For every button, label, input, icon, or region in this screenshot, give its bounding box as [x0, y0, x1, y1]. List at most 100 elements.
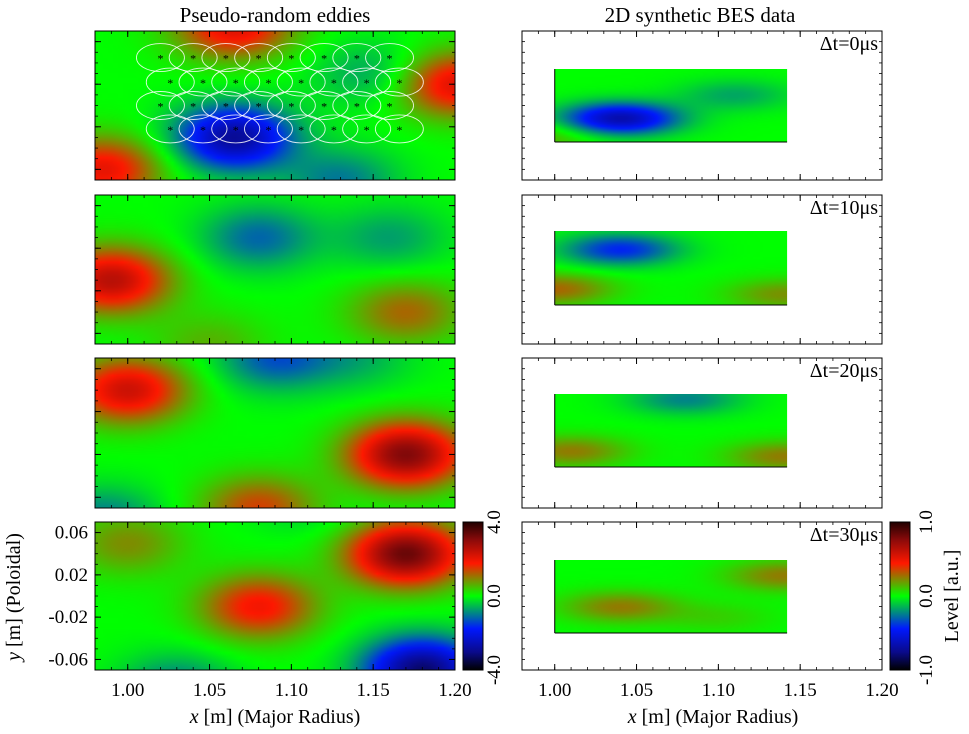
left-colorbar-scale [462, 521, 484, 671]
eddy-center-marker: * [223, 52, 229, 66]
eddy-center-marker: * [396, 123, 402, 137]
left-panel-2 [94, 357, 456, 509]
left-x-tick-label: 1.20 [438, 680, 471, 701]
right-colorbar-tick-label: -1.0 [916, 655, 937, 685]
right-colorbar-scale [889, 521, 911, 671]
left-heatmap-2 [95, 358, 455, 508]
left-xlabel-rest: [m] (Major Radius) [199, 706, 361, 728]
eddy-center-marker: * [256, 100, 262, 114]
eddy-contour [365, 43, 414, 73]
eddy-center-marker: * [288, 52, 294, 66]
eddy-contour [201, 91, 251, 120]
eddy-contour [332, 91, 382, 120]
left-x-tick-label: 1.00 [111, 680, 144, 701]
right-panels: Δt=0μs Δt=10μs Δt=20μs Δt=30μs [521, 30, 883, 671]
eddy-center-marker: * [265, 123, 271, 137]
right-colorbar-tick-label: 0.0 [916, 584, 937, 608]
eddy-contour [234, 43, 284, 73]
eddy-contour [266, 91, 316, 120]
eddy-contour [309, 67, 359, 97]
left-colorbar-tick-label: 4.0 [484, 510, 505, 534]
eddy-center-marker: * [331, 123, 337, 137]
right-x-tick-label: 1.05 [620, 680, 653, 701]
eddy-center-marker: * [288, 100, 294, 114]
eddy-contour [374, 67, 424, 97]
eddy-center-marker: * [157, 52, 163, 66]
eddy-contour [266, 43, 316, 73]
right-x-tick-label: 1.10 [702, 680, 735, 701]
eddy-markers: * * * * * * * * * * * * * * * * * * * * * * * * * * * * * * * * [136, 43, 424, 144]
eddy-contour [145, 67, 195, 97]
right-xlabel-italic: x [627, 706, 637, 728]
right-xlabel-rest: [m] (Major Radius) [637, 706, 799, 728]
eddy-center-marker: * [265, 76, 271, 90]
eddy-contour [276, 114, 326, 144]
eddy-contour [276, 67, 326, 97]
eddy-contour [374, 114, 424, 144]
eddy-contour [178, 67, 228, 97]
y-tick-labels: 0.06 0.02 -0.02 -0.06 [48, 523, 88, 671]
left-ylabel-rest: [m] (Poloidal) [3, 533, 25, 652]
eddy-center-marker: * [200, 123, 206, 137]
eddy-contour [178, 114, 228, 144]
eddy-contour [332, 43, 382, 73]
eddy-center-marker: * [167, 123, 173, 137]
right-x-tick-label: 1.00 [538, 680, 571, 701]
left-y-tick-label: -0.02 [48, 607, 88, 628]
eddy-center-marker: * [354, 52, 360, 66]
eddy-center-marker: * [354, 100, 360, 114]
right-xlabel: x [m] (Major Radius) [627, 706, 799, 728]
eddy-center-marker: * [233, 123, 239, 137]
left-panel-1 [94, 194, 456, 345]
left-ylabel: y [m] (Poloidal) [3, 533, 25, 663]
eddy-contour [211, 67, 261, 97]
right-colorbar-tick-label: 1.0 [916, 510, 937, 534]
eddy-contour [136, 43, 185, 73]
eddy-center-marker: * [298, 123, 304, 137]
bes-heatmap-2 [554, 394, 788, 467]
eddy-center-marker: * [200, 76, 206, 90]
eddy-contour [168, 43, 218, 73]
eddy-center-marker: * [167, 76, 173, 90]
right-colorbar-label: Level [a.u.] [941, 550, 963, 643]
eddy-contour [299, 91, 349, 120]
eddy-center-marker: * [387, 100, 393, 114]
eddy-center-marker: * [233, 76, 239, 90]
time-label-1: Δt=10μs [810, 197, 878, 219]
eddy-center-marker: * [190, 52, 196, 66]
right-panel-1: Δt=10μs [521, 194, 883, 345]
eddy-center-marker: * [396, 76, 402, 90]
eddy-contour [342, 114, 392, 144]
x-tick-labels: 1.00 1.05 1.10 1.15 1.20 1.00 1.05 1.10 1.15 1.20 [111, 680, 899, 701]
eddy-center-marker: * [321, 52, 327, 66]
eddy-center-marker: * [331, 76, 337, 90]
left-panels: * * * * * * * * * * * * * * * * * * * * * * * * * * * * * * * * [94, 30, 456, 671]
eddy-center-marker: * [223, 100, 229, 114]
left-xlabel-italic: x [189, 706, 199, 728]
eddy-contour [299, 43, 349, 73]
time-label-3: Δt=30μs [810, 524, 878, 546]
right-colorbar-ticks: 1.0 0.0 -1.0 [916, 510, 937, 685]
left-colorbar: 4.0 0.0 -4.0 [462, 510, 505, 685]
right-x-tick-label: 1.15 [784, 680, 817, 701]
eddy-contour [234, 91, 284, 120]
right-x-tick-label: 1.20 [865, 680, 898, 701]
eddy-center-marker: * [298, 76, 304, 90]
left-panel-0: * * * * * * * * * * * * * * * * * * * * * * * * * * * * * * * * [94, 30, 456, 181]
right-panel-0: Δt=0μs [521, 30, 883, 181]
eddy-contour [145, 114, 195, 144]
right-title: 2D synthetic BES data [605, 3, 796, 27]
eddy-center-marker: * [190, 100, 196, 114]
eddy-center-marker: * [321, 100, 327, 114]
left-heatmap-3 [95, 522, 455, 670]
eddy-contour [201, 43, 251, 73]
bes-heatmap-1 [554, 231, 788, 305]
left-xlabel: x [m] (Major Radius) [189, 706, 361, 728]
eddy-center-marker: * [364, 123, 370, 137]
right-colorbar: 1.0 0.0 -1.0 Level [a.u.] [889, 510, 963, 685]
left-colorbar-tick-label: 0.0 [484, 584, 505, 608]
right-panel-3: Δt=30μs [521, 521, 883, 671]
left-x-tick-label: 1.15 [357, 680, 390, 701]
eddy-contour [244, 67, 293, 97]
